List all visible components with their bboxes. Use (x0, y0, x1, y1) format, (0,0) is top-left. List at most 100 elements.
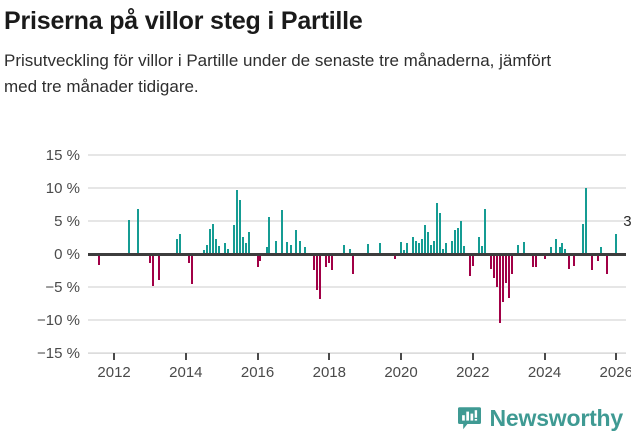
bar (298, 240, 301, 254)
bar (429, 244, 432, 254)
bar (453, 230, 456, 254)
bar (331, 254, 334, 270)
bar (256, 254, 259, 268)
bar (573, 254, 576, 266)
chart-subtitle: Prisutveckling för villor i Partille und… (4, 51, 552, 96)
bar (400, 242, 403, 254)
bar (495, 254, 498, 287)
bar (406, 243, 409, 254)
bar (591, 254, 594, 270)
bar (319, 254, 322, 299)
bar (597, 254, 600, 261)
bar (435, 202, 438, 254)
gridline (88, 154, 626, 156)
bar (367, 244, 370, 254)
bar (567, 254, 570, 269)
y-axis-tick-label: −10 % (37, 312, 80, 329)
bar (426, 231, 429, 254)
x-axis-tick-label: 2024 (527, 364, 562, 381)
bar (549, 247, 552, 254)
bar (328, 254, 331, 264)
gridline (88, 286, 626, 288)
x-axis-tick-label: 2020 (384, 364, 418, 381)
bar (531, 254, 534, 268)
bar (208, 228, 211, 254)
brand-footer[interactable]: Newsworthy (457, 406, 623, 431)
x-axis-tick-label: 2026 (599, 364, 631, 381)
value-annotation: 3 % (623, 213, 631, 230)
bar (217, 246, 220, 254)
bar (471, 254, 474, 266)
bar (433, 240, 436, 254)
bar (244, 243, 247, 254)
bar (286, 242, 289, 254)
bar (450, 240, 453, 254)
x-axis-tick-label: 2022 (456, 364, 490, 381)
bar (98, 254, 101, 265)
bar (190, 254, 193, 285)
brand-name: Newsworthy (489, 405, 624, 431)
bar (483, 209, 486, 254)
bar (223, 243, 226, 254)
y-axis-tick-label: 15 % (45, 147, 80, 164)
y-axis-tick-label: 10 % (45, 180, 80, 197)
bar (226, 248, 229, 254)
bar (561, 243, 564, 254)
bar (564, 248, 567, 254)
gridline (88, 220, 626, 222)
x-axis-tick-mark (113, 353, 116, 360)
y-axis-tick-label: −15 % (37, 345, 80, 362)
bar (492, 254, 495, 278)
bar (151, 254, 154, 286)
bar (325, 254, 328, 268)
bar (313, 254, 316, 270)
bar (178, 234, 181, 254)
bar (582, 223, 585, 254)
bar (600, 247, 603, 254)
bar (235, 189, 238, 254)
bar (175, 239, 178, 254)
bar (393, 254, 396, 260)
x-axis-tick-mark (256, 353, 259, 360)
plot-area: 3 % (88, 154, 631, 354)
bar (489, 254, 492, 269)
bar (420, 239, 423, 254)
bar (468, 254, 471, 277)
bar (459, 221, 462, 254)
bar (555, 239, 558, 254)
bar (438, 213, 441, 254)
bar (214, 239, 217, 254)
bar (615, 234, 618, 254)
bar (352, 254, 355, 274)
bar (238, 199, 241, 254)
bar (411, 236, 414, 254)
y-axis-tick-label: −5 % (45, 279, 80, 296)
bar (462, 246, 465, 254)
bar (241, 236, 244, 254)
gridline (88, 187, 626, 189)
bar (444, 243, 447, 254)
chart-header: Priserna på villor steg i Partille Prisu… (4, 6, 624, 100)
bar (480, 246, 483, 254)
bar (442, 248, 444, 254)
bar (456, 227, 459, 254)
bar (247, 231, 250, 254)
zero-axis-line (88, 252, 626, 256)
x-axis-tick-label: 2014 (169, 364, 203, 381)
bar (205, 244, 208, 254)
bar (274, 240, 277, 254)
x-axis-tick-mark (184, 353, 187, 360)
bar (280, 210, 283, 254)
chart-container: 15 % 10 % 5 % 0 % −5 % −10 % −15 % 3 % 2012 201… (0, 145, 631, 395)
gridline (88, 319, 626, 321)
bar (606, 254, 609, 274)
bar (534, 254, 537, 268)
bar (504, 254, 507, 284)
bar (477, 236, 480, 254)
bar (417, 243, 420, 254)
bar (543, 254, 546, 260)
bar (128, 219, 131, 254)
bar (343, 244, 346, 254)
x-axis-tick-mark (328, 353, 331, 360)
